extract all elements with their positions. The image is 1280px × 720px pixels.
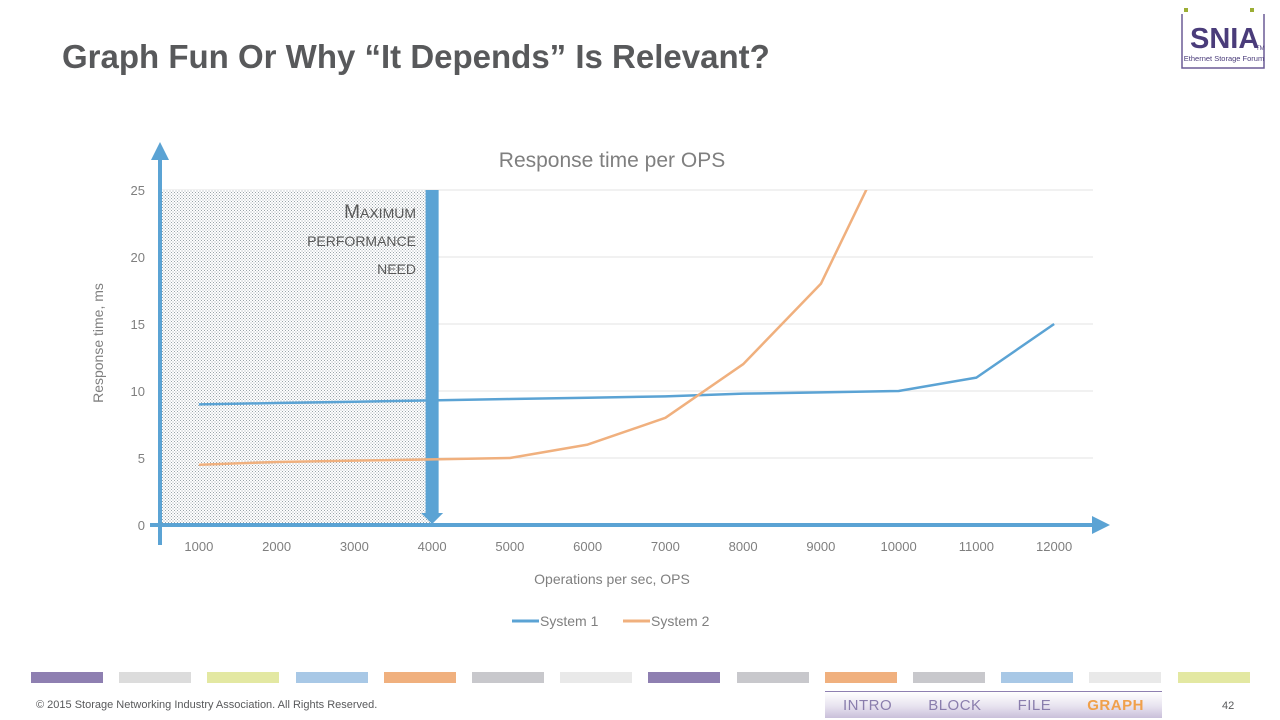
y-tick-label: 20 [131,250,145,265]
legend-label-1: System 1 [540,613,599,629]
nav-block[interactable]: BLOCK [928,696,982,714]
x-tick-label: 11000 [959,539,994,554]
footer-color-bar [31,672,103,683]
nav-graph[interactable]: GRAPH [1087,696,1144,714]
footer-color-bar [824,672,897,683]
y-tick-label: 25 [131,183,145,198]
slide-title: Graph Fun Or Why “It Depends” Is Relevan… [62,38,770,75]
y-tick-label: 5 [138,451,145,466]
x-axis-label: Operations per sec, OPS [534,571,690,587]
x-tick-label: 1000 [184,539,213,554]
x-tick-label: 12000 [1036,539,1072,554]
copyright-text: © 2015 Storage Networking Industry Assoc… [36,699,378,711]
series-line-1 [198,322,1055,406]
logo-subtitle: Ethernet Storage Forum [1184,54,1264,63]
x-tick-label: 8000 [729,539,758,554]
performance-limit-arrowhead [421,513,444,524]
x-tick-label: 5000 [495,539,524,554]
annotation-line-3: NEED [377,261,416,277]
y-tick-label: 10 [131,384,145,399]
footer-color-bar [736,672,809,683]
x-tick-label: 9000 [806,539,835,554]
x-tick-label: 2000 [262,539,291,554]
footer-color-bar [207,672,280,683]
y-axis-arrowhead [151,142,169,160]
footer-color-bar [913,672,985,683]
nav-intro[interactable]: INTRO [843,696,893,714]
logo-tm: TM [1256,46,1265,52]
x-axis-arrowhead [1092,516,1110,534]
page-number: 42 [1222,700,1235,712]
footer-color-bar [472,672,544,683]
logo-name: SNIA [1190,23,1259,55]
annotation-line-2: PERFORMANCE [307,233,416,249]
y-tick-label: 15 [131,317,145,332]
x-tick-label: 10000 [881,539,917,554]
footer-color-bar [383,672,456,683]
response-time-chart: 0 5 10 15 20 25 MAXIMUM PERFORMANCE NEED 1000 2000… [90,142,1110,629]
footer-color-bar [560,672,633,683]
x-tick-label: 7000 [651,539,680,554]
section-nav: INTRO BLOCK FILE GRAPH [825,691,1162,718]
footer-color-bar [1089,672,1162,683]
x-tick-label: 4000 [418,539,447,554]
snia-logo: SNIA TM Ethernet Storage Forum [1181,8,1265,69]
footer-color-bar [1001,672,1074,683]
chart-title: Response time per OPS [499,149,725,172]
y-tick-label: 0 [138,518,145,533]
annotation-line-1: MAXIMUM [344,202,416,223]
y-axis-label: Response time, ms [90,283,106,403]
shaded-performance-region [160,190,433,525]
x-tick-label: 6000 [573,539,602,554]
footer-color-bar [648,672,721,683]
footer-color-bar [295,672,368,683]
legend-label-2: System 2 [651,613,710,629]
x-tick-label: 3000 [340,539,369,554]
footer-color-bar [119,672,192,683]
series-line-2 [198,190,868,466]
footer-color-bar [1177,672,1250,683]
nav-file[interactable]: FILE [1017,696,1052,714]
